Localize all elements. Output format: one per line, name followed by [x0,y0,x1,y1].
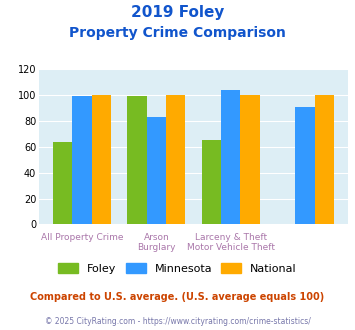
Bar [221,90,240,224]
Text: 2019 Foley: 2019 Foley [131,5,224,20]
Text: Motor Vehicle Theft: Motor Vehicle Theft [187,243,275,251]
Text: © 2025 CityRating.com - https://www.cityrating.com/crime-statistics/: © 2025 CityRating.com - https://www.city… [45,317,310,326]
Bar [53,142,72,224]
Legend: Foley, Minnesota, National: Foley, Minnesota, National [55,260,300,277]
Bar [166,95,185,224]
Text: Compared to U.S. average. (U.S. average equals 100): Compared to U.S. average. (U.S. average … [31,292,324,302]
Text: All Property Crime: All Property Crime [41,233,123,242]
Bar [92,95,111,224]
Bar [202,140,221,224]
Bar [295,107,315,224]
Bar [72,96,92,224]
Text: Burglary: Burglary [137,243,176,251]
Bar [315,95,334,224]
Bar [147,117,166,224]
Text: Property Crime Comparison: Property Crime Comparison [69,26,286,40]
Bar [240,95,260,224]
Text: Larceny & Theft: Larceny & Theft [195,233,267,242]
Text: Arson: Arson [143,233,169,242]
Bar [127,96,147,224]
